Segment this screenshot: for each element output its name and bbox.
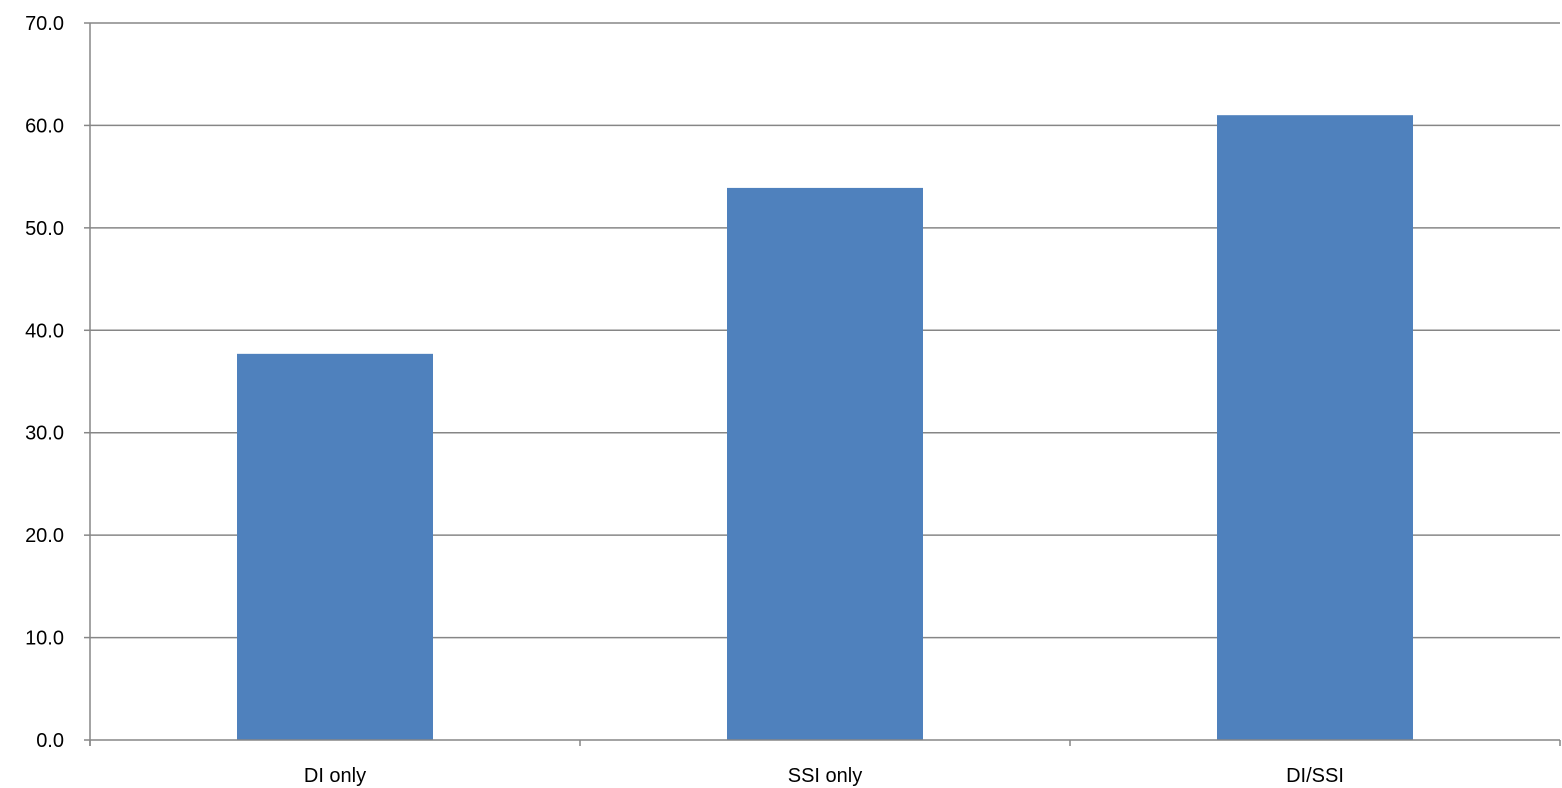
x-tick-label: DI only — [304, 765, 366, 787]
x-tick-label: SSI only — [788, 765, 862, 787]
y-tick-label: 30.0 — [25, 423, 64, 445]
bar-di-only — [237, 353, 433, 740]
bar-di-ssi — [1217, 115, 1413, 740]
axes — [84, 22, 1561, 746]
y-tick-label: 60.0 — [25, 115, 64, 137]
bars — [237, 115, 1413, 740]
tick-labels: 0.0 10.0 20.0 30.0 40.0 50.0 60.0 70.0 DI only SS… — [25, 13, 1344, 787]
y-tick-label: 10.0 — [25, 628, 64, 650]
bar-ssi-only — [727, 187, 923, 740]
y-tick-label: 0.0 — [36, 730, 64, 752]
y-tick-label: 20.0 — [25, 525, 64, 547]
y-tick-label: 70.0 — [25, 13, 64, 35]
x-tick-label: DI/SSI — [1286, 765, 1344, 787]
y-tick-label: 40.0 — [25, 320, 64, 342]
y-tick-label: 50.0 — [25, 218, 64, 240]
